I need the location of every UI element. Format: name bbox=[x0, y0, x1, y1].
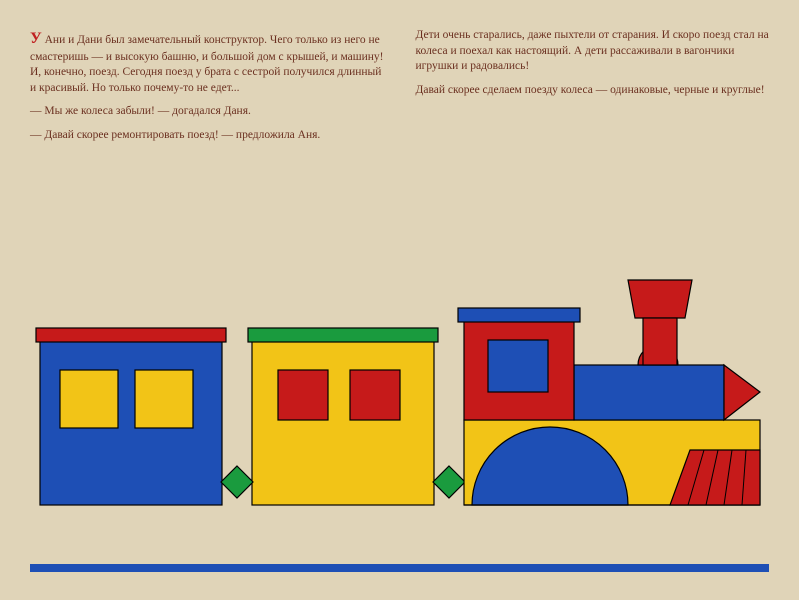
paragraph-r1: Дети очень старались, даже пыхтели от ст… bbox=[416, 28, 770, 75]
coupler-1 bbox=[221, 466, 253, 498]
wagon-2 bbox=[252, 340, 434, 505]
loco-boiler bbox=[574, 365, 724, 420]
illustration-scene bbox=[0, 190, 799, 600]
funnel-top bbox=[628, 280, 692, 318]
funnel-stack bbox=[643, 318, 677, 365]
paragraph-1: У Ани и Дани был замечательный конструкт… bbox=[30, 28, 384, 96]
paragraph-2: — Мы же колеса забыли! — догадался Даня. bbox=[30, 104, 384, 120]
dropcap: У bbox=[30, 30, 42, 47]
wagon-1-window-2 bbox=[135, 370, 193, 428]
wagon-2-window-1 bbox=[278, 370, 328, 420]
wagon-1-roof bbox=[36, 328, 226, 342]
ground-line bbox=[30, 564, 769, 572]
story-text: У Ани и Дани был замечательный конструкт… bbox=[0, 0, 799, 151]
wagon-1-window-1 bbox=[60, 370, 118, 428]
coupler-2 bbox=[433, 466, 465, 498]
train-illustration bbox=[30, 220, 770, 540]
loco-cab-window bbox=[488, 340, 548, 392]
paragraph-r2: Давай скорее сделаем поезду колеса — оди… bbox=[416, 83, 770, 99]
paragraph-3: — Давай скорее ремонтировать поезд! — пр… bbox=[30, 128, 384, 144]
loco-cab-roof bbox=[458, 308, 580, 322]
wagon-2-window-2 bbox=[350, 370, 400, 420]
right-column: Дети очень старались, даже пыхтели от ст… bbox=[416, 28, 770, 151]
wagon-2-roof bbox=[248, 328, 438, 342]
p1-text: Ани и Дани был замечательный конструктор… bbox=[30, 34, 384, 94]
left-column: У Ани и Дани был замечательный конструкт… bbox=[30, 28, 384, 151]
loco-nose bbox=[724, 365, 760, 420]
